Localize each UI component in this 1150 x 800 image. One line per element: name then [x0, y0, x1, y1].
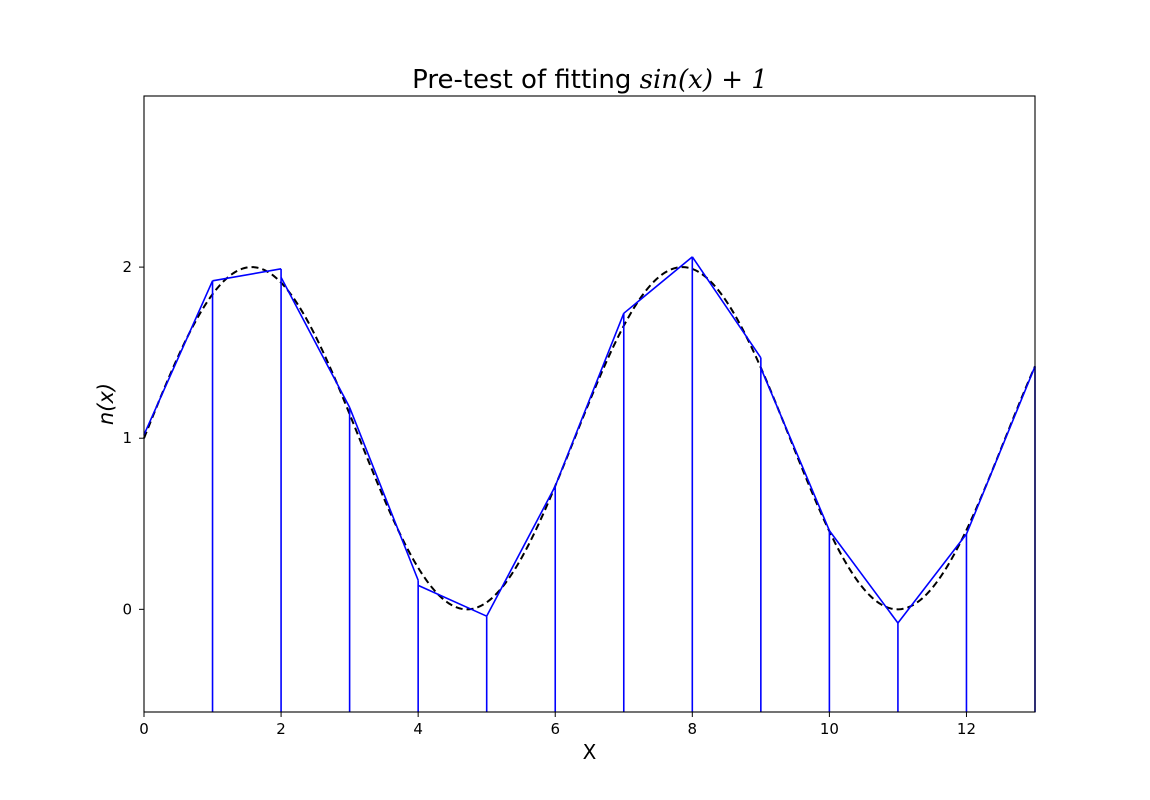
fit-segment — [417, 584, 488, 617]
axes-frame — [143, 95, 1036, 713]
x-tick-label: 10 — [820, 720, 839, 738]
fit-segment — [623, 256, 693, 314]
x-tick-label: 8 — [688, 720, 698, 738]
fit-segment — [348, 407, 419, 581]
chart-title-prefix: Pre-test of fitting — [412, 65, 639, 95]
x-tick-label: 12 — [957, 720, 976, 738]
y-tick-label: 1 — [122, 429, 132, 447]
chart-title: Pre-test of fitting sin(x) + 1 — [412, 65, 768, 95]
fit-segment — [828, 530, 899, 624]
fit-segment — [485, 485, 556, 617]
fit-segment — [554, 313, 625, 487]
x-tick-label: 2 — [276, 720, 286, 738]
fit-segment — [212, 268, 282, 282]
axes-spines — [143, 95, 1036, 713]
fit-segment — [691, 256, 762, 359]
y-axis-label: n(x) — [94, 383, 118, 425]
fit-segment — [143, 280, 214, 436]
fit-segment — [965, 366, 1036, 535]
fit-segment — [760, 367, 831, 531]
y-tick-label: 2 — [122, 258, 132, 276]
y-tick-label: 0 — [122, 600, 132, 618]
x-tick-label: 6 — [550, 720, 560, 738]
x-axis-label: X — [583, 740, 597, 764]
x-tick-label: 0 — [139, 720, 149, 738]
fit-segment — [280, 277, 351, 408]
fit-segment — [897, 533, 968, 624]
chart-title-math: sin(x) + 1 — [640, 65, 768, 95]
x-tick-label: 4 — [413, 720, 423, 738]
